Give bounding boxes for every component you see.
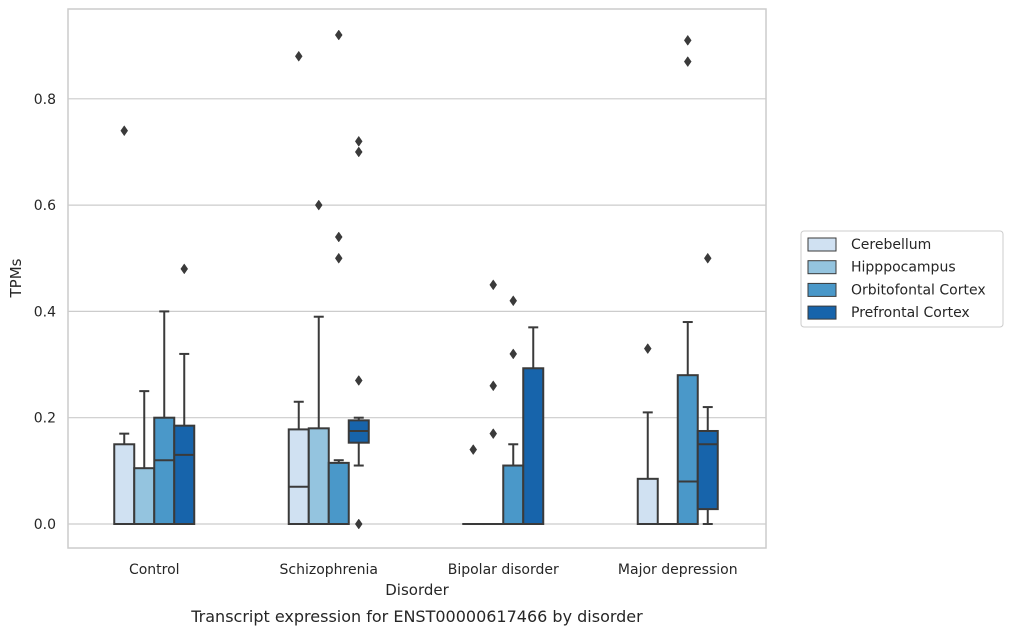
- legend-frame: [800, 230, 1004, 328]
- box-iqr: [522, 367, 545, 526]
- outlier-point: [354, 518, 363, 530]
- x-axis-ticks: Control Schizophrenia Bipolar disorder Majo…: [129, 562, 738, 578]
- box-cerebellum: [636, 411, 659, 526]
- outlier-point: [354, 375, 363, 386]
- outlier-point: [354, 146, 363, 158]
- box-iqr: [133, 467, 156, 526]
- y-axis-ticks: 0.0 0.2 0.4 0.6 0.8: [34, 92, 56, 533]
- box-iqr: [502, 464, 525, 526]
- x-axis-label: Disorder: [385, 581, 449, 599]
- y-tick-label: 0.2: [34, 411, 56, 427]
- box-iqr: [173, 424, 196, 525]
- box-iqr: [307, 427, 330, 525]
- outlier-point: [489, 428, 498, 440]
- y-tick-label: 0.6: [34, 198, 56, 214]
- y-tick-label: 0.0: [34, 517, 56, 533]
- box-orbitofontal-cortex: [153, 310, 176, 526]
- box-iqr: [676, 374, 699, 525]
- outlier-point: [509, 295, 518, 307]
- boxes: [113, 310, 719, 526]
- outlier-point: [489, 279, 498, 291]
- legend-swatch: [807, 260, 837, 275]
- outlier-point: [180, 263, 189, 275]
- box-orbitofontal-cortex: [502, 443, 525, 526]
- outlier-point: [120, 125, 129, 137]
- outlier-point: [354, 135, 363, 147]
- outlier-point: [509, 348, 518, 360]
- x-tick-label: Control: [129, 562, 180, 578]
- box-iqr: [113, 443, 136, 525]
- legend-swatch: [807, 237, 837, 252]
- outlier-point: [703, 252, 712, 264]
- box-iqr: [327, 461, 350, 526]
- box-iqr: [636, 477, 659, 526]
- outlier-point: [643, 343, 652, 355]
- box-prefrontal-cortex: [522, 326, 545, 526]
- box-prefrontal-cortex: [347, 416, 370, 467]
- x-tick-label: Bipolar disorder: [448, 562, 559, 578]
- legend-swatch: [807, 282, 837, 297]
- outlier-point: [334, 231, 343, 243]
- box-orbitofontal-cortex: [676, 321, 699, 525]
- y-axis-label: TPMs: [7, 258, 25, 298]
- outlier-point: [334, 29, 343, 41]
- y-tick-label: 0.4: [34, 304, 56, 320]
- chart-caption: Transcript expression for ENST0000061746…: [190, 607, 643, 626]
- x-tick-label: Major depression: [618, 562, 738, 578]
- y-tick-label: 0.8: [34, 92, 56, 108]
- outlier-point: [314, 199, 323, 211]
- box-hipppocampus: [133, 390, 156, 526]
- box-prefrontal-cortex: [173, 352, 196, 525]
- outlier-point: [469, 444, 478, 456]
- outlier-point: [489, 380, 498, 392]
- x-tick-label: Schizophrenia: [280, 562, 378, 578]
- outlier-point: [334, 252, 343, 264]
- legend-label: Prefrontal Cortex: [851, 305, 970, 321]
- box-prefrontal-cortex: [696, 406, 719, 525]
- box-hipppocampus: [307, 315, 330, 525]
- legend-swatch: [807, 305, 837, 320]
- box-cerebellum: [113, 432, 136, 525]
- outlier-point: [683, 34, 692, 46]
- legend-label: Hipppocampus: [851, 260, 956, 276]
- outlier-point: [294, 50, 303, 62]
- box-iqr: [153, 416, 176, 526]
- legend-label: Orbitofontal Cortex: [851, 282, 986, 298]
- box-iqr: [696, 429, 719, 511]
- outlier-point: [683, 56, 692, 68]
- box-orbitofontal-cortex: [327, 459, 350, 526]
- box-iqr: [287, 428, 310, 526]
- box-cerebellum: [287, 400, 310, 526]
- legend-label: Cerebellum: [851, 237, 931, 253]
- legend: Cerebellum Hipppocampus Orbitofontal Corte…: [800, 230, 1004, 328]
- outliers: [120, 29, 712, 530]
- plot-area-frame: [67, 8, 767, 549]
